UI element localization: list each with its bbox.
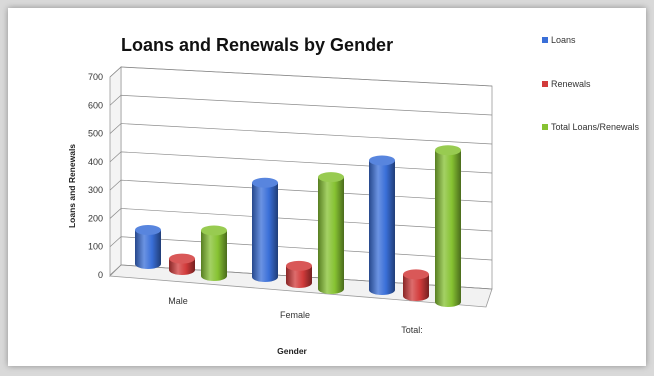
chart-bars (135, 145, 461, 307)
gridline (109, 94, 493, 116)
y-tick-label: 200 (88, 213, 103, 223)
bar-loans-total (369, 155, 395, 295)
legend-label: Total Loans/Renewals (551, 122, 640, 132)
y-tick-label: 600 (88, 100, 103, 110)
bar-renewals-male (169, 253, 195, 275)
side-wall (109, 66, 122, 277)
gridline (109, 151, 493, 174)
legend-swatch (542, 124, 548, 130)
y-axis-title: Loans and Renewals (67, 144, 77, 228)
chart-title: Loans and Renewals by Gender (121, 35, 393, 55)
y-tick-label: 100 (88, 242, 103, 252)
bar-total-loans-renewals-male (201, 225, 227, 281)
category-label: Male (168, 296, 188, 306)
y-tick-labels: 0 100 200 300 400 500 600 700 (88, 72, 103, 280)
gridline (109, 264, 493, 290)
category-label: Female (280, 310, 310, 320)
legend-item: Renewals (542, 79, 591, 89)
y-tick-label: 0 (98, 270, 103, 280)
bar-total-loans-renewals-total (435, 145, 461, 307)
y-tick-label: 400 (88, 157, 103, 167)
legend-item: Total Loans/Renewals (542, 122, 640, 132)
bar-renewals-total (403, 269, 429, 301)
gridlines (109, 66, 493, 290)
legend-item: Loans (542, 35, 576, 45)
x-axis-title: Gender (277, 346, 307, 356)
legend-swatch (542, 81, 548, 87)
bar-loans-male (135, 224, 161, 269)
gridline (109, 208, 493, 232)
category-labels: Male Female Total: (168, 296, 423, 335)
gridline (109, 66, 493, 87)
bar-total-loans-renewals-female (318, 172, 344, 294)
legend-swatch (542, 37, 548, 43)
legend-label: Loans (551, 35, 576, 45)
legend: Loans Renewals Total Loans/Renewals (542, 35, 640, 132)
legend-label: Renewals (551, 79, 591, 89)
gridline (109, 236, 493, 261)
category-label: Total: (401, 325, 423, 335)
gridline (109, 123, 493, 145)
bar-renewals-female (286, 260, 312, 288)
chart-area: 0 100 200 300 400 500 600 700 Male Female Total: … (8, 8, 646, 366)
gridline (109, 179, 493, 203)
y-tick-label: 300 (88, 185, 103, 195)
y-tick-label: 700 (88, 72, 103, 82)
y-tick-label: 500 (88, 129, 103, 139)
bar-loans-female (252, 177, 278, 282)
